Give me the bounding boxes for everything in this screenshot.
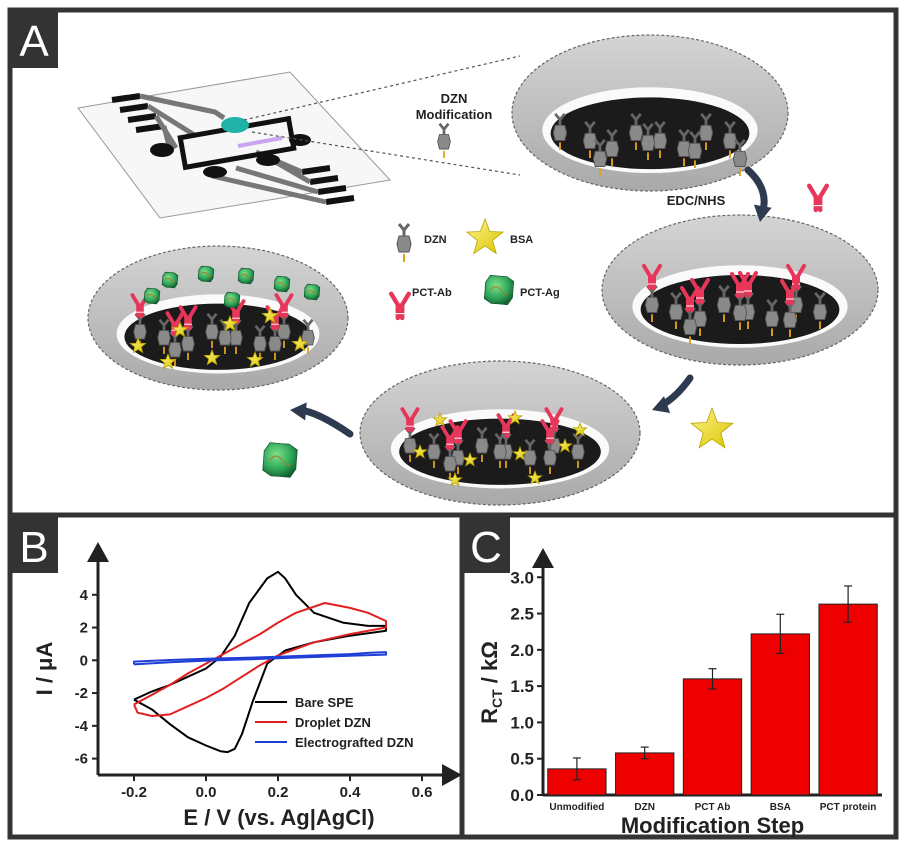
panel-c-letter: C: [470, 523, 502, 572]
bar-category-label: BSA: [770, 802, 791, 813]
legend-pct-ab-label: PCT-Ab: [412, 287, 452, 299]
pct-antigen-icon: [274, 276, 290, 292]
cv-x-tick-label: -0.2: [121, 784, 147, 801]
cv-y-tick-label: -4: [75, 718, 89, 735]
bar-bsa: [751, 634, 809, 795]
bar-y-axis-label: RCT / kΩ: [477, 641, 505, 724]
bar-pct-ab: [683, 679, 741, 795]
cv-y-tick-label: -6: [75, 751, 88, 768]
bar-pct-protein: [819, 604, 877, 795]
cv-legend-label: Droplet DZN: [295, 715, 371, 730]
bar-y-tick-label: 2.5: [510, 605, 534, 624]
legend-bsa-label: BSA: [510, 234, 533, 246]
cv-x-tick-label: 0.6: [412, 784, 433, 801]
bar-y-tick-label: 2.0: [510, 641, 534, 660]
pct-antigen-icon: [198, 266, 214, 282]
electrode-antigen-captured: [88, 246, 348, 390]
electrode-surface: [551, 97, 750, 169]
cv-y-tick-label: -2: [75, 685, 88, 702]
cv-x-axis-label: E / V (vs. Ag|AgCl): [183, 805, 374, 830]
legend-pct-ag-label: PCT-Ag: [520, 287, 560, 299]
cv-y-tick-label: 4: [80, 587, 89, 604]
pct-antigen-icon: [144, 288, 160, 304]
electrode-antibody-immobilized: [602, 215, 878, 365]
cv-y-tick-label: 2: [80, 620, 88, 637]
panel-b-letter: B: [19, 523, 48, 572]
cv-legend-label: Bare SPE: [295, 695, 354, 710]
cv-legend-label: Electrografted DZN: [295, 735, 413, 750]
bar-category-label: PCT protein: [820, 802, 877, 813]
label-dzn-modification-1: DZN: [441, 91, 468, 106]
electrode-bsa-blocked: [360, 361, 640, 505]
cv-x-tick-label: 0.0: [196, 784, 217, 801]
cv-x-tick-label: 0.4: [340, 784, 362, 801]
bar-category-label: DZN: [634, 802, 655, 813]
bar-y-tick-label: 0.0: [510, 786, 534, 805]
bar-category-label: PCT Ab: [695, 802, 731, 813]
bar-x-axis-label: Modification Step: [621, 813, 804, 838]
label-dzn-modification-2: Modification: [416, 107, 493, 122]
label-edc-nhs: EDC/NHS: [667, 193, 726, 208]
pct-antigen-icon: [224, 292, 240, 308]
panel-a-letter: A: [19, 17, 49, 66]
legend-dzn-label: DZN: [424, 234, 447, 246]
pct-antigen-icon: [484, 275, 513, 304]
bar-y-tick-label: 1.5: [510, 677, 534, 696]
bar-category-label: Unmodified: [549, 802, 604, 813]
pct-antigen-icon: [238, 268, 254, 284]
panel-b-frame: [10, 515, 462, 837]
pct-antigen-icon: [162, 272, 178, 288]
cv-y-axis-label: I / μA: [32, 641, 57, 695]
cv-x-tick-label: 0.2: [268, 784, 289, 801]
bar-y-tick-label: 1.0: [510, 713, 534, 732]
cv-y-tick-label: 0: [80, 652, 88, 669]
bar-y-tick-label: 0.5: [510, 750, 534, 769]
pct-antigen-icon: [263, 443, 298, 478]
pct-antigen-icon: [263, 443, 298, 478]
bar-y-tick-label: 3.0: [510, 568, 534, 587]
pct-antigen-icon: [304, 284, 320, 300]
